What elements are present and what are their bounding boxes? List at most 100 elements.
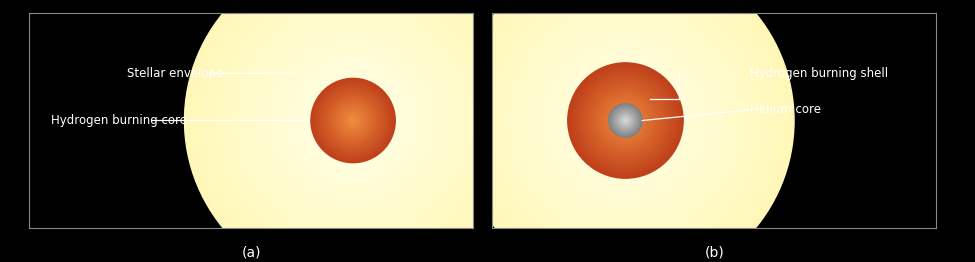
Ellipse shape — [581, 76, 670, 165]
Ellipse shape — [345, 112, 362, 129]
Ellipse shape — [318, 85, 388, 156]
Ellipse shape — [196, 0, 511, 262]
Ellipse shape — [625, 120, 626, 121]
Ellipse shape — [350, 118, 356, 123]
Ellipse shape — [555, 50, 696, 191]
Ellipse shape — [312, 80, 394, 161]
Ellipse shape — [305, 73, 401, 168]
Ellipse shape — [477, 0, 774, 262]
Ellipse shape — [612, 107, 639, 134]
Ellipse shape — [614, 109, 637, 132]
Ellipse shape — [572, 67, 679, 174]
Ellipse shape — [544, 39, 707, 202]
Ellipse shape — [324, 91, 382, 150]
Ellipse shape — [299, 67, 407, 174]
Ellipse shape — [589, 84, 662, 157]
Ellipse shape — [210, 0, 496, 262]
Ellipse shape — [499, 0, 752, 247]
Ellipse shape — [624, 119, 627, 122]
Ellipse shape — [334, 102, 371, 139]
Ellipse shape — [622, 117, 629, 124]
Text: Hydrogen burning core: Hydrogen burning core — [52, 114, 187, 127]
Ellipse shape — [224, 0, 483, 250]
Ellipse shape — [616, 111, 635, 130]
Ellipse shape — [294, 62, 412, 179]
Ellipse shape — [272, 39, 435, 202]
Ellipse shape — [507, 3, 744, 238]
Text: Helium core: Helium core — [750, 103, 821, 116]
Ellipse shape — [615, 110, 636, 131]
Ellipse shape — [277, 45, 429, 196]
Ellipse shape — [516, 11, 735, 230]
Ellipse shape — [339, 106, 368, 135]
Ellipse shape — [601, 95, 650, 146]
Ellipse shape — [480, 0, 771, 262]
Ellipse shape — [252, 19, 454, 222]
Ellipse shape — [286, 53, 420, 188]
Ellipse shape — [535, 31, 716, 210]
Ellipse shape — [333, 101, 372, 140]
Ellipse shape — [204, 0, 502, 262]
Ellipse shape — [612, 107, 639, 134]
Ellipse shape — [623, 118, 628, 123]
Ellipse shape — [328, 95, 378, 146]
Ellipse shape — [226, 0, 480, 247]
Ellipse shape — [566, 62, 684, 179]
Ellipse shape — [620, 116, 631, 125]
Ellipse shape — [611, 106, 640, 135]
Ellipse shape — [325, 92, 381, 149]
Ellipse shape — [496, 0, 755, 250]
Ellipse shape — [322, 90, 384, 151]
Text: (a): (a) — [242, 245, 261, 259]
Ellipse shape — [343, 111, 363, 130]
Ellipse shape — [187, 0, 519, 262]
Ellipse shape — [462, 0, 789, 262]
Ellipse shape — [347, 115, 359, 126]
Ellipse shape — [547, 42, 704, 199]
Ellipse shape — [332, 100, 374, 141]
Ellipse shape — [519, 14, 732, 227]
Ellipse shape — [550, 45, 701, 196]
Ellipse shape — [347, 115, 359, 126]
Ellipse shape — [352, 119, 355, 122]
Ellipse shape — [471, 0, 780, 262]
Ellipse shape — [577, 73, 674, 168]
Ellipse shape — [522, 17, 729, 225]
Ellipse shape — [530, 25, 721, 216]
Ellipse shape — [330, 97, 377, 144]
Ellipse shape — [342, 109, 365, 132]
Ellipse shape — [624, 119, 627, 122]
Ellipse shape — [609, 105, 642, 137]
Ellipse shape — [532, 28, 719, 213]
Ellipse shape — [616, 111, 635, 130]
Ellipse shape — [349, 116, 357, 125]
Ellipse shape — [350, 118, 356, 123]
Ellipse shape — [247, 14, 460, 227]
Ellipse shape — [513, 8, 738, 233]
Ellipse shape — [345, 112, 362, 129]
Ellipse shape — [608, 104, 643, 137]
Ellipse shape — [583, 78, 668, 163]
Ellipse shape — [266, 34, 440, 208]
Ellipse shape — [608, 104, 643, 137]
Ellipse shape — [538, 34, 713, 208]
Ellipse shape — [221, 0, 486, 253]
Ellipse shape — [571, 67, 680, 174]
Ellipse shape — [580, 75, 671, 166]
Ellipse shape — [613, 108, 638, 133]
Ellipse shape — [485, 0, 766, 261]
Ellipse shape — [614, 110, 637, 132]
Ellipse shape — [190, 0, 516, 262]
Ellipse shape — [510, 5, 741, 236]
Ellipse shape — [623, 118, 628, 123]
Ellipse shape — [459, 0, 792, 262]
Ellipse shape — [280, 47, 426, 194]
Ellipse shape — [474, 0, 777, 262]
Ellipse shape — [488, 0, 763, 258]
Ellipse shape — [333, 101, 372, 140]
Ellipse shape — [569, 65, 682, 176]
Ellipse shape — [292, 59, 415, 182]
Ellipse shape — [202, 0, 505, 262]
Ellipse shape — [340, 108, 366, 133]
Ellipse shape — [289, 56, 417, 185]
